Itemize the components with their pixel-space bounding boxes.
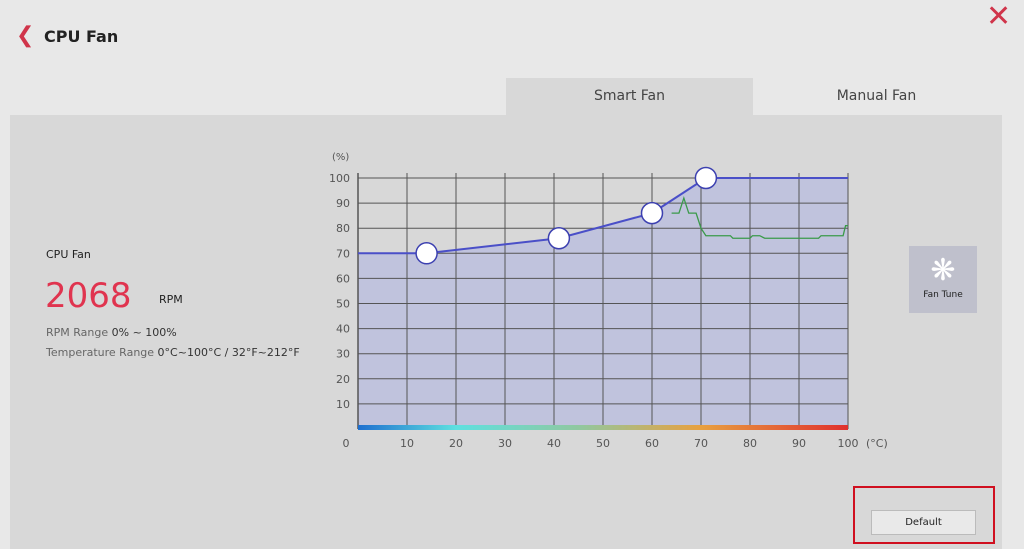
curve-control-point[interactable] — [415, 242, 438, 265]
tab-smart-fan[interactable]: Smart Fan — [506, 78, 753, 115]
x-tick-label: 10 — [400, 437, 414, 450]
y-tick-label: 60 — [336, 272, 350, 285]
y-tick-label: 40 — [336, 323, 350, 336]
fan-curve-line — [358, 177, 848, 255]
temperature-range-label: Temperature Range — [46, 346, 155, 359]
rpm-range-label: RPM Range — [46, 326, 109, 339]
y-tick-label: 70 — [336, 247, 350, 260]
x-tick-label: 50 — [596, 437, 610, 450]
rpm-range-value: 0% ~ 100% — [111, 326, 177, 339]
x-tick-label: 80 — [743, 437, 757, 450]
x-axis-label: (°C) — [866, 437, 888, 450]
y-tick-label: 50 — [336, 298, 350, 311]
x-tick-label: 0 — [343, 437, 350, 450]
rpm-unit: RPM — [159, 293, 183, 306]
fan-icon: ❋ — [930, 253, 956, 288]
y-tick-label: 100 — [329, 172, 350, 185]
temperature-history-line — [671, 195, 848, 239]
curve-control-point[interactable] — [640, 201, 664, 225]
tab-manual-fan[interactable]: Manual Fan — [836, 88, 917, 104]
x-tick-label: 90 — [792, 437, 806, 450]
y-tick-label: 30 — [336, 348, 350, 361]
rpm-value: 2068 — [45, 276, 132, 316]
rpm-range: RPM Range 0% ~ 100% — [46, 326, 177, 339]
x-tick-label: 60 — [645, 437, 659, 450]
fan-tune-button[interactable]: ❋ Fan Tune — [909, 246, 977, 313]
y-tick-label: 90 — [336, 197, 350, 210]
close-icon[interactable]: ✕ — [986, 0, 1012, 34]
temperature-gradient-bar — [358, 425, 848, 430]
curve-control-point[interactable] — [694, 166, 718, 190]
x-tick-label: 20 — [449, 437, 463, 450]
curve-control-point[interactable] — [547, 226, 571, 250]
default-highlight — [853, 486, 995, 544]
x-tick-label: 100 — [838, 437, 859, 450]
y-axis-label: (%) — [332, 152, 349, 163]
fan-name: CPU Fan — [46, 248, 91, 261]
temperature-range: Temperature Range 0°C~100°C / 32°F~212°F — [46, 346, 300, 359]
page-title: CPU Fan — [44, 27, 119, 46]
default-button[interactable]: Default — [871, 510, 976, 535]
y-tick-label: 20 — [336, 373, 350, 386]
y-tick-label: 80 — [336, 222, 350, 235]
x-tick-label: 40 — [547, 437, 561, 450]
fan-tune-label: Fan Tune — [923, 290, 963, 300]
x-tick-label: 30 — [498, 437, 512, 450]
y-tick-label: 10 — [336, 398, 350, 411]
temperature-range-value: 0°C~100°C / 32°F~212°F — [157, 346, 300, 359]
x-tick-label: 70 — [694, 437, 708, 450]
